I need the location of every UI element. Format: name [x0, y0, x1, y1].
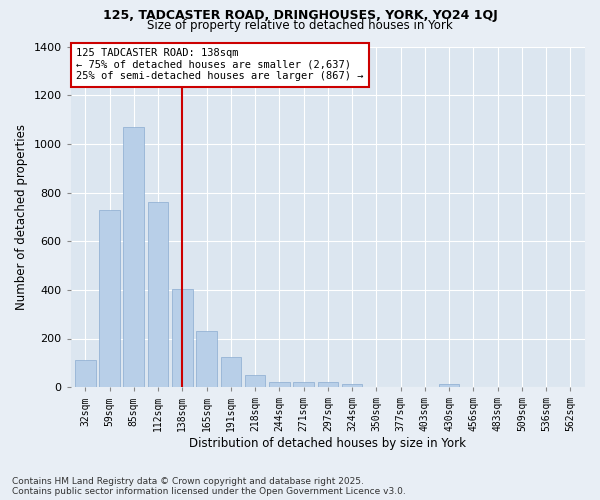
Text: Contains HM Land Registry data © Crown copyright and database right 2025.
Contai: Contains HM Land Registry data © Crown c… [12, 476, 406, 496]
Bar [124, 127, 144, 387]
Bar [75, 360, 95, 387]
Bar [245, 375, 265, 387]
Bar [99, 210, 120, 387]
Bar [172, 288, 193, 387]
Bar [317, 382, 338, 387]
Bar [148, 202, 169, 387]
Text: 125, TADCASTER ROAD, DRINGHOUSES, YORK, YO24 1QJ: 125, TADCASTER ROAD, DRINGHOUSES, YORK, … [103, 9, 497, 22]
Y-axis label: Number of detached properties: Number of detached properties [15, 124, 28, 310]
Text: Size of property relative to detached houses in York: Size of property relative to detached ho… [147, 18, 453, 32]
Bar [269, 382, 290, 387]
Bar [293, 382, 314, 387]
Bar [221, 357, 241, 387]
Text: 125 TADCASTER ROAD: 138sqm
← 75% of detached houses are smaller (2,637)
25% of s: 125 TADCASTER ROAD: 138sqm ← 75% of deta… [76, 48, 364, 82]
Bar [439, 384, 460, 387]
Bar [196, 331, 217, 387]
Bar [342, 384, 362, 387]
X-axis label: Distribution of detached houses by size in York: Distribution of detached houses by size … [190, 437, 466, 450]
